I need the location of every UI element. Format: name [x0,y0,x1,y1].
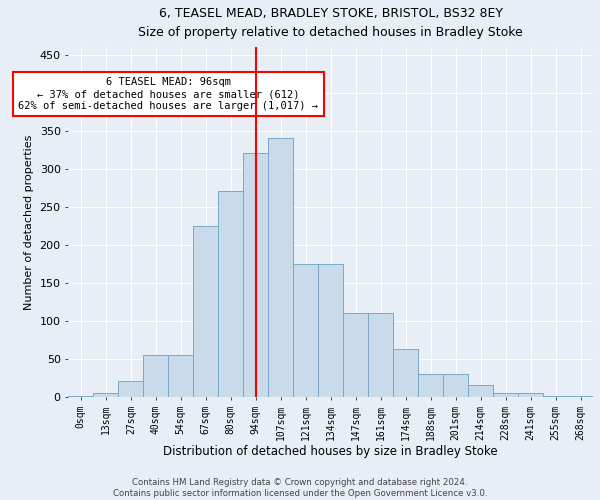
Bar [368,313,393,396]
Bar [268,138,293,396]
Text: Contains HM Land Registry data © Crown copyright and database right 2024.
Contai: Contains HM Land Registry data © Crown c… [113,478,487,498]
Bar [318,264,343,396]
Bar [243,154,268,396]
Bar [218,192,243,396]
Bar [518,393,543,396]
X-axis label: Distribution of detached houses by size in Bradley Stoke: Distribution of detached houses by size … [163,445,498,458]
Bar [468,385,493,396]
Bar [393,350,418,397]
Bar [118,382,143,396]
Bar [143,355,169,397]
Bar [418,374,443,396]
Bar [493,393,518,396]
Bar [293,264,318,396]
Bar [443,374,468,396]
Title: 6, TEASEL MEAD, BRADLEY STOKE, BRISTOL, BS32 8EY
Size of property relative to de: 6, TEASEL MEAD, BRADLEY STOKE, BRISTOL, … [139,7,523,39]
Bar [193,226,218,396]
Bar [343,313,368,396]
Text: 6 TEASEL MEAD: 96sqm
← 37% of detached houses are smaller (612)
62% of semi-deta: 6 TEASEL MEAD: 96sqm ← 37% of detached h… [19,78,319,110]
Bar [169,355,193,397]
Bar [94,393,118,396]
Y-axis label: Number of detached properties: Number of detached properties [24,134,34,310]
